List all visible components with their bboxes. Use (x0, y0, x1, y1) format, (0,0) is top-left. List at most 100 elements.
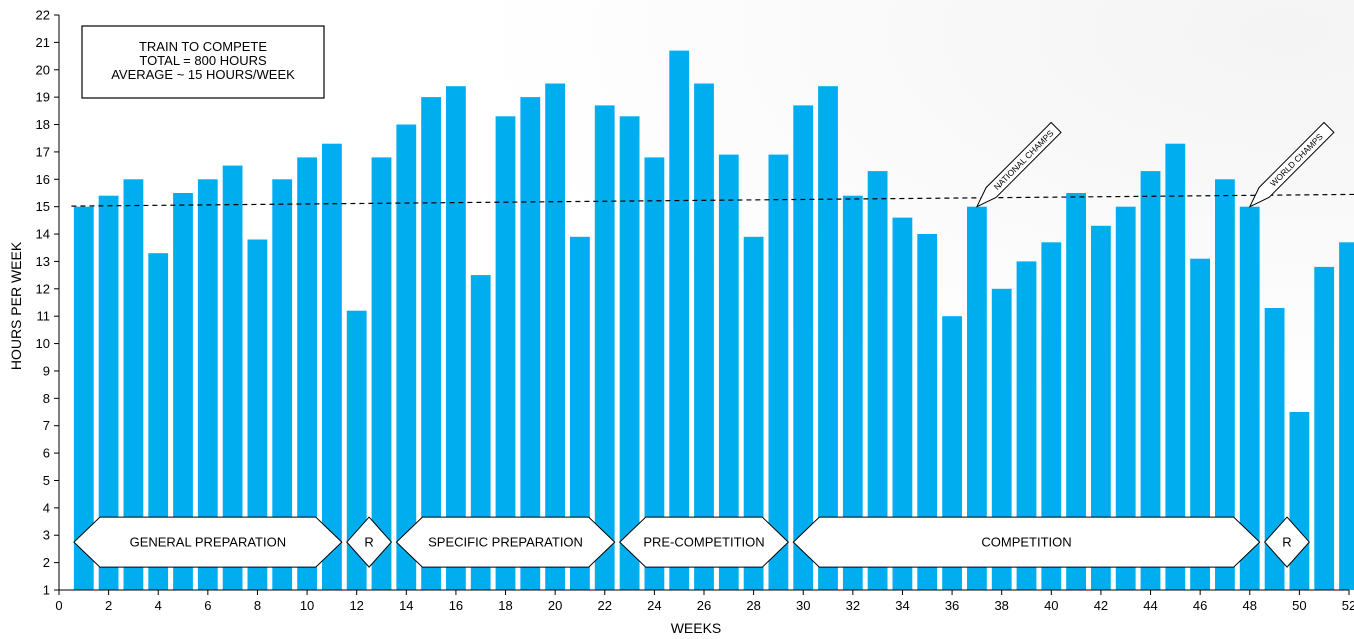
bar-week-33 (867, 171, 888, 590)
y-tick-label-14: 14 (36, 227, 50, 242)
x-tick-label-26: 26 (697, 598, 711, 613)
phase-label-2: SPECIFIC PREPARATION (428, 535, 583, 550)
bar-week-23 (619, 116, 640, 591)
x-tick-label-52: 52 (1342, 598, 1354, 613)
x-tick-label-14: 14 (399, 598, 413, 613)
x-tick-label-46: 46 (1193, 598, 1207, 613)
x-tick-label-30: 30 (796, 598, 810, 613)
bar-week-1 (73, 206, 94, 590)
phase-shape-2 (395, 516, 616, 568)
x-tick-label-50: 50 (1292, 598, 1306, 613)
y-tick-label-4: 4 (43, 500, 50, 515)
x-axis-label: WEEKS (671, 620, 722, 636)
x-tick-label-0: 0 (55, 598, 62, 613)
bars-layer (73, 50, 1354, 591)
phase-shape-4 (792, 516, 1261, 568)
bar-week-38 (991, 288, 1012, 590)
bar-week-37 (967, 206, 987, 590)
callout-shape-0 (975, 121, 1062, 208)
x-tick-label-36: 36 (945, 598, 959, 613)
bar-week-27 (718, 154, 739, 590)
y-tick-label-20: 20 (36, 62, 50, 77)
bar-week-9 (272, 179, 293, 591)
bar-week-48 (1239, 206, 1260, 590)
y-tick-label-11: 11 (37, 309, 51, 324)
phase-label-5: R (1282, 535, 1291, 550)
x-tick-label-2: 2 (105, 598, 112, 613)
bar-week-41 (1066, 193, 1086, 590)
y-tick-label-6: 6 (43, 446, 50, 461)
y-tick-label-8: 8 (43, 391, 50, 406)
y-tick-label-21: 21 (36, 35, 50, 50)
phase-shape-1 (346, 516, 393, 568)
bar-week-30 (793, 105, 814, 591)
bar-week-51 (1314, 266, 1335, 590)
bar-week-29 (768, 154, 789, 590)
bar-week-25 (669, 50, 690, 591)
info-box-line-1: TOTAL = 800 HOURS (139, 53, 267, 68)
bar-week-12 (346, 310, 367, 590)
x-tick-label-34: 34 (895, 598, 909, 613)
y-tick-label-13: 13 (36, 254, 50, 269)
x-tick-label-22: 22 (598, 598, 612, 613)
bar-week-52 (1339, 242, 1354, 591)
bar-week-20 (545, 83, 565, 590)
y-tick-label-1: 1 (43, 583, 50, 598)
bar-week-26 (694, 83, 714, 590)
info-box-line-0: TRAIN TO COMPETE (139, 39, 267, 54)
bar-week-39 (1016, 261, 1037, 590)
y-tick-label-22: 22 (36, 8, 50, 23)
x-tick-label-8: 8 (254, 598, 261, 613)
x-tick-label-16: 16 (449, 598, 463, 613)
y-tick-label-15: 15 (36, 199, 50, 214)
average-trend-line (71, 193, 1354, 207)
x-tick-label-28: 28 (746, 598, 760, 613)
bar-week-22 (594, 105, 615, 591)
bar-week-43 (1115, 206, 1136, 590)
x-tick-label-12: 12 (349, 598, 363, 613)
y-tick-label-5: 5 (43, 473, 50, 488)
y-axis-label: HOURS PER WEEK (8, 241, 24, 370)
x-tick-label-38: 38 (994, 598, 1008, 613)
bar-week-6 (197, 179, 218, 591)
y-tick-label-12: 12 (36, 281, 50, 296)
bar-week-44 (1140, 171, 1161, 590)
bar-week-28 (743, 236, 764, 591)
phase-shape-5 (1264, 516, 1310, 568)
phase-label-1: R (364, 535, 373, 550)
bar-week-18 (495, 116, 516, 591)
bar-week-15 (421, 97, 441, 590)
bar-week-31 (818, 86, 838, 590)
x-tick-label-18: 18 (498, 598, 512, 613)
bar-week-2 (98, 195, 119, 590)
phase-layer: GENERAL PREPARATION R SPECIFIC PREPARATION… (73, 516, 1310, 568)
y-tick-label-18: 18 (36, 117, 50, 132)
x-tick-label-10: 10 (300, 598, 314, 613)
y-tick-label-2: 2 (43, 555, 50, 570)
info-box-frame (81, 25, 325, 99)
y-tick-label-19: 19 (36, 90, 50, 105)
bar-week-3 (123, 179, 144, 591)
trend-layer (71, 193, 1354, 207)
bar-week-42 (1091, 225, 1111, 591)
bar-week-47 (1215, 179, 1235, 591)
bar-week-7 (222, 165, 243, 590)
bar-week-14 (396, 124, 417, 590)
bar-week-46 (1190, 258, 1210, 590)
y-tick-label-17: 17 (36, 144, 50, 159)
bar-week-32 (842, 195, 863, 590)
callout-shape-1 (1248, 121, 1335, 208)
bar-week-19 (520, 97, 541, 590)
bar-week-17 (470, 275, 491, 590)
y-tick-label-10: 10 (36, 336, 50, 351)
bar-week-45 (1165, 143, 1186, 590)
phase-shape-0 (73, 516, 343, 568)
x-tick-label-32: 32 (846, 598, 860, 613)
bar-week-21 (570, 236, 590, 591)
x-tick-label-20: 20 (548, 598, 562, 613)
phase-label-4: COMPETITION (981, 535, 1071, 550)
phase-shape-3 (618, 516, 790, 568)
bar-week-5 (173, 193, 193, 590)
